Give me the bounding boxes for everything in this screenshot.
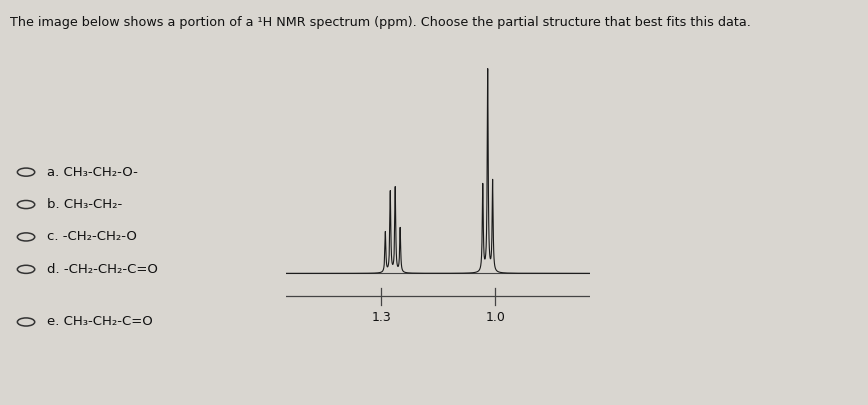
Text: 1.0: 1.0 xyxy=(485,311,505,324)
Text: d. -CH₂-CH₂-C=O: d. -CH₂-CH₂-C=O xyxy=(47,263,158,276)
Text: a. CH₃-CH₂-O-: a. CH₃-CH₂-O- xyxy=(47,166,138,179)
Text: The image below shows a portion of a ¹H NMR spectrum (ppm). Choose the partial s: The image below shows a portion of a ¹H … xyxy=(10,16,752,29)
Text: c. -CH₂-CH₂-O: c. -CH₂-CH₂-O xyxy=(47,230,137,243)
Text: 1.3: 1.3 xyxy=(372,311,391,324)
Text: b. CH₃-CH₂-: b. CH₃-CH₂- xyxy=(47,198,122,211)
Text: e. CH₃-CH₂-C=O: e. CH₃-CH₂-C=O xyxy=(47,315,153,328)
